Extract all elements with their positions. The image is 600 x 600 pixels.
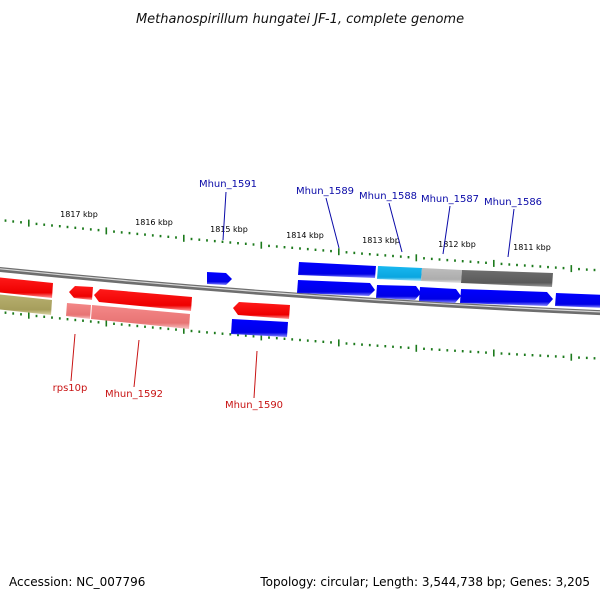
scale-label-1811: 1811 kbp [513, 243, 551, 252]
leader-mhun-1589 [325, 197, 340, 249]
label-mhun-1590[interactable]: Mhun_1590 [225, 400, 283, 411]
label-mhun-1592[interactable]: Mhun_1592 [105, 389, 163, 400]
scale-ticks-inner [4, 311, 596, 361]
leader-mhun-1587 [442, 205, 451, 255]
gene-mhun-1589-outer[interactable] [298, 262, 376, 278]
leader-mhun-1592 [133, 339, 140, 388]
scale-label-1814: 1814 kbp [286, 231, 324, 240]
reverse-strand-genes [0, 277, 290, 337]
topology-text: Topology: circular; Length: 3,544,738 bp… [259, 575, 590, 589]
map-title: Methanospirillum hungatei JF-1, complete… [136, 12, 464, 27]
leader-rps10p [70, 333, 76, 382]
gene-left-reverse[interactable] [0, 277, 53, 298]
label-mhun-1591[interactable]: Mhun_1591 [199, 179, 257, 190]
gene-mhun-1592-arrow[interactable] [94, 289, 192, 311]
gene-next-forward[interactable] [555, 293, 600, 308]
forward-strand-genes [207, 262, 600, 308]
gene-mhun-1586-arrow[interactable] [460, 289, 553, 306]
scale-label-1812: 1812 kbp [438, 240, 476, 249]
scale-label-1817: 1817 kbp [60, 210, 98, 219]
gene-mhun-1588-outer[interactable] [377, 266, 422, 281]
label-mhun-1587[interactable]: Mhun_1587 [421, 194, 479, 205]
gene-labels: Mhun_1591 Mhun_1589 Mhun_1588 Mhun_1587 … [53, 179, 542, 411]
scale-ticks-outer [4, 219, 596, 273]
scale-label-1815: 1815 kbp [210, 225, 248, 234]
leader-mhun-1590 [253, 350, 258, 399]
gene-mhun-1591-arrow[interactable] [207, 272, 232, 285]
label-mhun-1588[interactable]: Mhun_1588 [359, 191, 417, 202]
gene-label-leaders [70, 191, 515, 399]
gene-mhun-1587-outer[interactable] [421, 268, 462, 283]
gene-rps10p-arrow[interactable] [69, 286, 93, 300]
gene-mhun-1586-outer[interactable] [461, 270, 553, 287]
gene-mhun-1592-inner[interactable] [91, 305, 190, 329]
gene-left-olive[interactable] [0, 294, 52, 315]
genome-backbone [0, 266, 600, 316]
gene-rps10p-inner[interactable] [66, 303, 91, 319]
scale-label-1813: 1813 kbp [362, 236, 400, 245]
label-mhun-1586[interactable]: Mhun_1586 [484, 197, 542, 208]
genome-backbone-highlight [0, 268, 600, 313]
scale-labels: 1817 kbp 1816 kbp 1815 kbp 1814 kbp 1813… [60, 210, 551, 252]
gene-mhun-1590-arrow[interactable] [233, 302, 290, 319]
leader-mhun-1586 [507, 208, 515, 258]
gene-mhun-1587-arrow[interactable] [419, 287, 461, 303]
gene-blue-inner[interactable] [231, 319, 288, 337]
scale-label-1816: 1816 kbp [135, 218, 173, 227]
label-rps10p[interactable]: rps10p [53, 383, 88, 394]
gene-mhun-1589-arrow[interactable] [297, 280, 375, 296]
label-mhun-1589[interactable]: Mhun_1589 [296, 186, 354, 197]
leader-mhun-1591 [222, 191, 227, 241]
leader-mhun-1588 [388, 202, 403, 253]
accession-text: Accession: NC_007796 [9, 575, 145, 589]
gene-mhun-1588-arrow[interactable] [376, 285, 421, 300]
